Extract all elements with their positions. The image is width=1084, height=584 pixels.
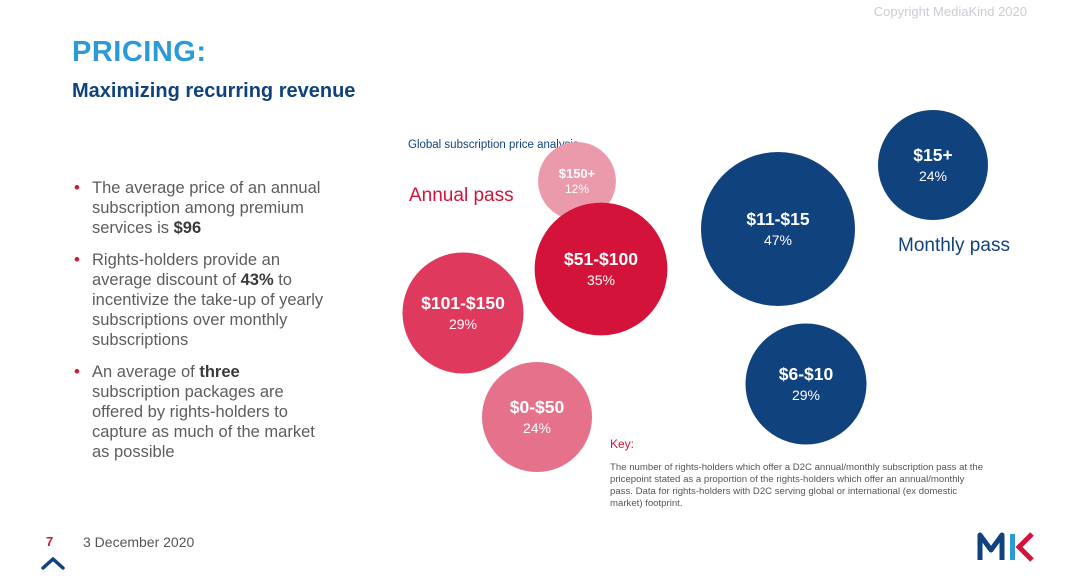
- annual-150-value: 12%: [565, 182, 589, 196]
- chart-title: Global subscription price analysis: [408, 139, 579, 151]
- monthly-15-label: $15+: [913, 145, 952, 165]
- annual-0-50-bubble: [482, 362, 592, 472]
- annual-0-50-label: $0-$50: [510, 397, 565, 417]
- monthly-11-15-label: $11-$15: [746, 209, 810, 229]
- key-title: Key:: [610, 437, 635, 451]
- page-title: PRICING:: [72, 36, 207, 68]
- page-subtitle: Maximizing recurring revenue: [72, 80, 356, 102]
- annual-101-150-value: 29%: [449, 316, 477, 332]
- monthly-15-value: 24%: [919, 168, 947, 184]
- monthly-11-15-value: 47%: [764, 232, 792, 248]
- monthly-6-10-bubble: [745, 323, 867, 445]
- key-description: The number of rights-holders which offer…: [610, 462, 984, 509]
- bullet-item-2: Rights-holders provide an average discou…: [72, 250, 332, 350]
- annual-101-150-label: $101-$150: [421, 293, 505, 313]
- footer-date: 3 December 2020: [83, 534, 195, 550]
- annual-51-100-label: $51-$100: [564, 249, 638, 269]
- legend-annual-pass: Annual pass: [409, 185, 514, 206]
- annual-0-50-value: 24%: [523, 420, 551, 436]
- copyright-text: Copyright MediaKind 2020: [873, 4, 1027, 19]
- annual-51-100-value: 35%: [587, 272, 615, 288]
- annual-150-bubble: [538, 142, 616, 220]
- bullet-item-1: The average price of an annual subscript…: [72, 178, 332, 238]
- monthly-15-bubble: [878, 110, 988, 220]
- annual-101-150-bubble: [402, 252, 524, 374]
- legend-monthly-pass: Monthly pass: [898, 235, 1010, 256]
- bullet-list: The average price of an annual subscript…: [72, 178, 332, 474]
- mediakind-logo-icon: [977, 532, 1034, 562]
- annual-150-label: $150+: [559, 166, 596, 181]
- monthly-11-15-bubble: [701, 152, 855, 306]
- monthly-6-10-label: $6-$10: [779, 364, 834, 384]
- annual-51-100-bubble: [534, 202, 668, 336]
- page-number: 7: [46, 534, 54, 549]
- chevron-up-icon[interactable]: [40, 556, 66, 570]
- bullet-item-3: An average of three subscription package…: [72, 362, 332, 462]
- monthly-6-10-value: 29%: [792, 387, 820, 403]
